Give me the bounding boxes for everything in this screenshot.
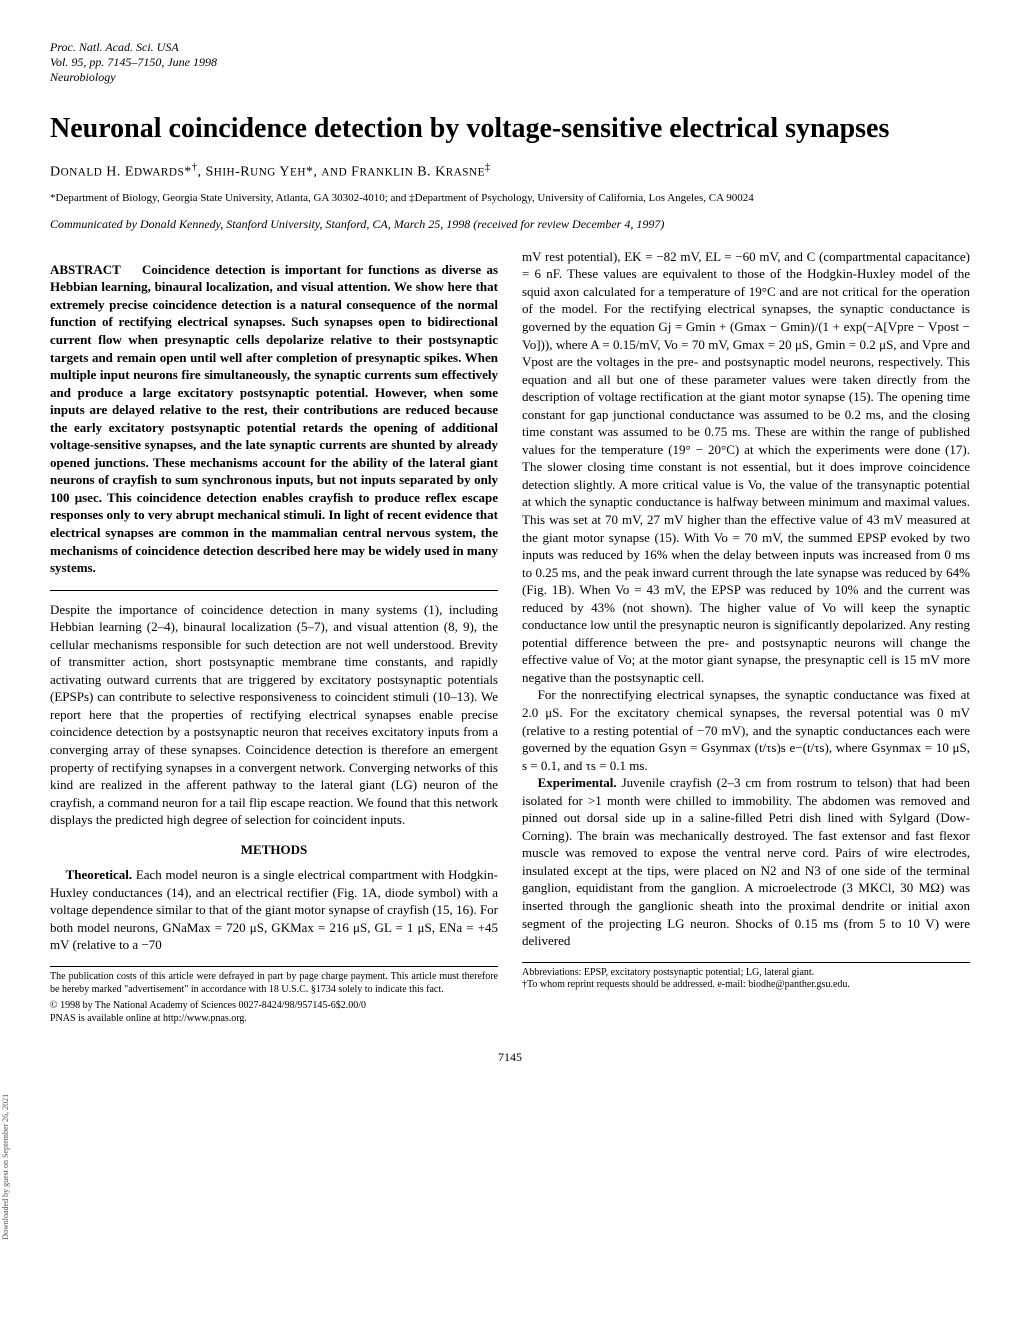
col2-paragraph-2: For the nonrectifying electrical synapse… [522, 686, 970, 774]
affiliations: *Department of Biology, Georgia State Un… [50, 191, 970, 206]
abstract-label: ABSTRACT [50, 262, 121, 277]
article-body: ABSTRACT Coincidence detection is import… [50, 248, 970, 1025]
footnote-left: The publication costs of this article we… [50, 966, 498, 1025]
volume-info: Vol. 95, pp. 7145–7150, June 1998 [50, 55, 970, 70]
footnote-correspondence: †To whom reprint requests should be addr… [522, 979, 970, 992]
journal-header: Proc. Natl. Acad. Sci. USA Vol. 95, pp. … [50, 40, 970, 85]
authors: DONALD H. EDWARDS*†, SHIH-RUNG YEH*, AND… [50, 161, 970, 183]
abstract-text: Coincidence detection is important for f… [50, 262, 498, 575]
footnote-right: Abbreviations: EPSP, excitatory postsyna… [522, 962, 970, 992]
theoretical-label: Theoretical. [66, 867, 133, 882]
communicated-by: Communicated by Donald Kennedy, Stanford… [50, 216, 970, 232]
download-note: Downloaded by guest on September 26, 202… [1, 1094, 12, 1240]
experimental-text: Juvenile crayfish (2–3 cm from rostrum t… [522, 775, 970, 948]
abstract-block: ABSTRACT Coincidence detection is import… [50, 261, 498, 577]
methods-heading: METHODS [50, 841, 498, 859]
col2-paragraph-1: mV rest potential), EK = −82 mV, EL = −6… [522, 248, 970, 687]
footnote-abbreviations: Abbreviations: EPSP, excitatory postsyna… [522, 967, 970, 980]
experimental-label: Experimental. [538, 775, 617, 790]
footnote-pnas-url: PNAS is available online at http://www.p… [50, 1013, 498, 1026]
section-name: Neurobiology [50, 70, 970, 85]
footnote-pub-costs: The publication costs of this article we… [50, 971, 498, 996]
theoretical-paragraph: Theoretical. Each model neuron is a sing… [50, 866, 498, 954]
article-title: Neuronal coincidence detection by voltag… [50, 113, 970, 145]
page-number: 7145 [50, 1049, 970, 1065]
experimental-paragraph: Experimental. Juvenile crayfish (2–3 cm … [522, 774, 970, 949]
intro-paragraph: Despite the importance of coincidence de… [50, 601, 498, 829]
footnote-copyright: © 1998 by The National Academy of Scienc… [50, 1000, 498, 1013]
divider [50, 590, 498, 591]
journal-name: Proc. Natl. Acad. Sci. USA [50, 40, 970, 55]
